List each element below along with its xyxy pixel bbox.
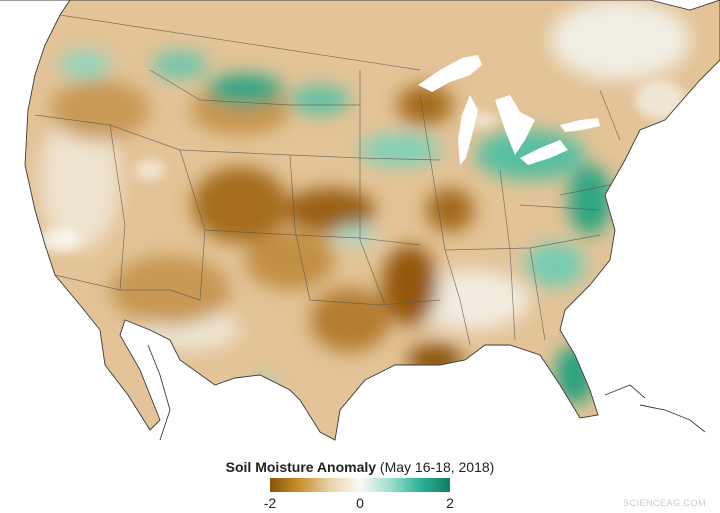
legend-title-bold: Soil Moisture Anomaly (225, 459, 377, 475)
state-boundaries (34, 14, 621, 346)
legend-title: Soil Moisture Anomaly (May 16-18, 2018) (0, 459, 720, 475)
soil-moisture-map (0, 0, 720, 441)
coast-details (147, 344, 706, 441)
legend-colorbar (270, 478, 450, 492)
legend-mid-label: 0 (356, 495, 364, 511)
legend-min-label: -2 (263, 495, 277, 511)
watermark: SCIENCEAG.COM (622, 498, 706, 508)
great-lakes (418, 55, 600, 165)
legend-max-label: 2 (446, 495, 454, 511)
legend-title-date: (May 16-18, 2018) (376, 459, 495, 475)
